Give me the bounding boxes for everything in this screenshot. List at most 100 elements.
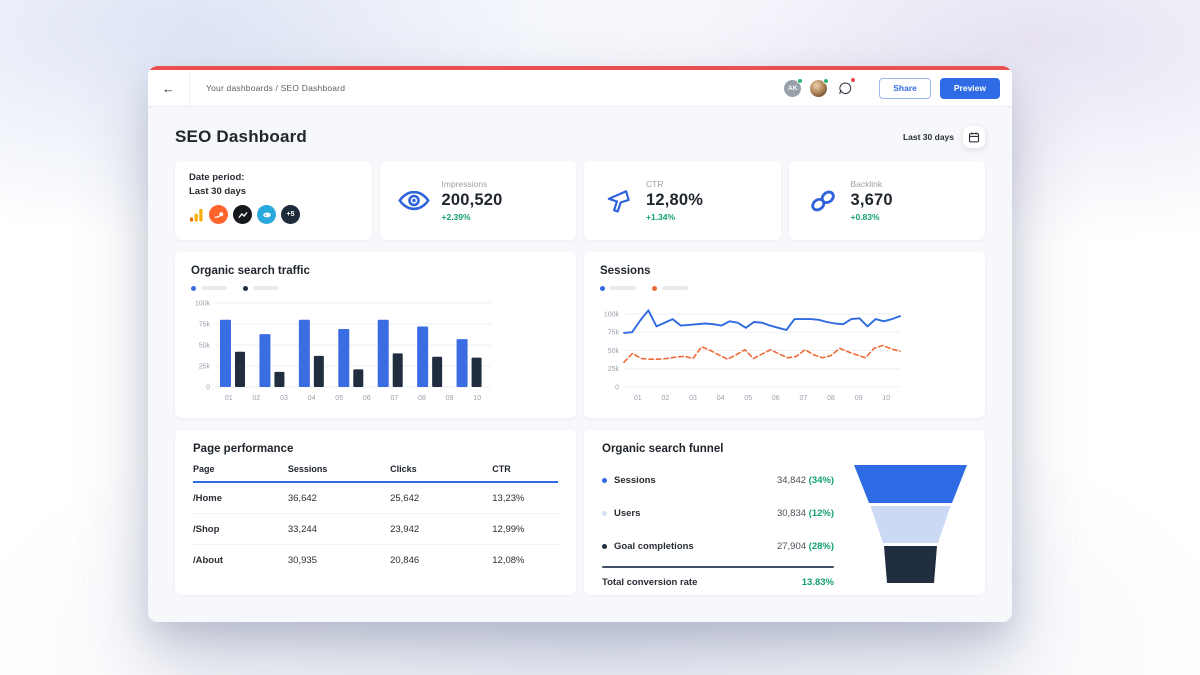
funnel-item-percent: (28%) (808, 541, 834, 552)
legend-item (243, 285, 279, 291)
date-range-control[interactable]: Last 30 days (903, 126, 985, 148)
avatar-initials-text: AK (788, 84, 798, 92)
window-accent-bar (148, 66, 1012, 70)
svg-text:25k: 25k (199, 364, 211, 371)
avatar-photo[interactable] (810, 77, 830, 97)
page-performance-body: /Home 36,642 25,642 13,23%/Shop 33,244 23,942… (193, 482, 558, 575)
line-chart-legend (600, 285, 969, 291)
legend-item (600, 285, 636, 291)
funnel-item-dot (602, 511, 607, 516)
share-button[interactable]: Share (879, 77, 931, 99)
funnel-item-percent: (34%) (808, 475, 834, 486)
svg-text:07: 07 (800, 395, 808, 402)
bar-series-2 (235, 351, 245, 387)
svg-text:50k: 50k (199, 343, 211, 350)
header-actions: AK Share Preview (784, 77, 1012, 99)
kpi-label: Backlink (850, 179, 883, 189)
line-sessions (623, 309, 901, 334)
table-cell: 12,99% (492, 513, 558, 545)
funnel-divider (602, 566, 834, 568)
column-header: CTR (492, 464, 558, 483)
funnel-item-label: Users (614, 508, 641, 519)
svg-text:05: 05 (744, 395, 752, 402)
app-header: ← Your dashboards / SEO Dashboard AK Sha… (148, 70, 1012, 107)
funnel-item-percent: (12%) (808, 508, 834, 519)
bar-series-2 (432, 356, 443, 387)
semrush-icon[interactable] (209, 205, 228, 224)
calendar-button[interactable] (963, 126, 985, 148)
svg-text:03: 03 (689, 395, 697, 402)
svg-text:10: 10 (882, 395, 890, 402)
legend-item (652, 285, 688, 291)
date-range-label: Last 30 days (902, 132, 954, 142)
funnel-body: Sessions 34,842 (34%) Users 30,834 (12%) Goa… (602, 464, 967, 588)
bar-series-1 (220, 319, 231, 387)
card-title: Organic search traffic (191, 265, 310, 277)
bar-chart-legend (191, 285, 560, 291)
kpi-label: Impressions (441, 179, 488, 189)
svg-text:75k: 75k (199, 322, 211, 329)
table-cell: 23,942 (390, 513, 493, 545)
legend-dot (600, 285, 605, 291)
funnel-item-dot (602, 544, 607, 549)
svg-text:04: 04 (717, 395, 725, 402)
organic-bar-chart: 100k 75k 50k 25k 0 01 02 03 04 05 06 07 08 09 10 (195, 301, 491, 402)
funnel-item-label-group: Goal completions (602, 541, 694, 552)
card-title: Organic search funnel (602, 443, 724, 455)
breadcrumb: Your dashboards / SEO Dashboard (206, 83, 346, 93)
semrush-glyph (214, 211, 223, 218)
legend-skeleton (201, 286, 227, 290)
bar-series-2 (471, 357, 482, 387)
cursor-arrow-icon (601, 188, 635, 214)
bar-series-1 (417, 326, 429, 387)
pulse-icon[interactable] (233, 205, 252, 224)
legend-skeleton (253, 286, 279, 290)
organic-search-traffic-card: Organic search traffic 100k 75k 50k 25k 0 01 0… (175, 252, 576, 418)
more-tools-badge[interactable]: +5 (281, 205, 300, 224)
column-header: Page (193, 464, 288, 483)
svg-text:01: 01 (225, 395, 233, 402)
organic-search-funnel-card: Organic search funnel Sessions 34,842 (34… (584, 430, 985, 595)
table-cell: 20,846 (390, 554, 420, 566)
svg-text:09: 09 (446, 395, 454, 402)
svg-text:10: 10 (473, 395, 481, 402)
back-arrow-icon: ← (162, 80, 175, 96)
legend-skeleton (662, 286, 688, 290)
funnel-total-row: Total conversion rate 13.83% (602, 568, 834, 588)
sessions-line-chart: 100k 75k 50k 25k 0 01 02 03 04 05 06 07 08 09 10 (604, 309, 901, 402)
funnel-list-item: Goal completions 27,904 (28%) (602, 530, 834, 563)
notification-dot (850, 77, 857, 83)
table-cell: 30,935 (287, 554, 317, 566)
sessions-card: Sessions 100k 75k 50k 25k 0 01 02 03 04 05 06 07 08 0… (584, 252, 985, 418)
chat-button[interactable] (836, 77, 857, 97)
funnel-total-label: Total conversion rate (602, 577, 698, 588)
table-cell: 36,642 (287, 482, 391, 514)
funnel-item-value: 30,834 (12%) (776, 508, 834, 519)
card-title: Sessions (600, 265, 651, 277)
online-status-dot (797, 77, 804, 84)
svg-text:08: 08 (418, 395, 426, 402)
funnel-item-dot (602, 478, 607, 483)
google-analytics-icon[interactable] (189, 207, 204, 223)
line-previous-period (623, 344, 901, 363)
legend-item (191, 285, 227, 291)
avatar-initials[interactable]: AK (784, 77, 804, 97)
legend-skeleton (610, 286, 636, 290)
svg-text:75k: 75k (608, 330, 620, 337)
social-tool-icon[interactable] (257, 205, 276, 224)
back-button[interactable]: ← (148, 70, 190, 106)
table-cell: 33,244 (287, 513, 391, 545)
preview-button[interactable]: Preview (939, 77, 1000, 99)
kpi-value: 3,670 (850, 191, 893, 209)
svg-text:04: 04 (308, 395, 316, 402)
chain-link-icon (806, 188, 840, 214)
funnel-list: Sessions 34,842 (34%) Users 30,834 (12%) Goa… (602, 464, 834, 588)
svg-text:100k: 100k (195, 301, 211, 308)
kpi-value: 200,520 (441, 191, 503, 209)
svg-text:06: 06 (363, 395, 371, 402)
bar-series-1 (298, 319, 310, 387)
funnel-list-item: Users 30,834 (12%) (602, 497, 834, 530)
table-cell: /Home (193, 482, 288, 514)
page-performance-table: Page Sessions Clicks CTR /Home 36,642 25,6… (193, 464, 558, 575)
legend-dot (243, 285, 248, 291)
